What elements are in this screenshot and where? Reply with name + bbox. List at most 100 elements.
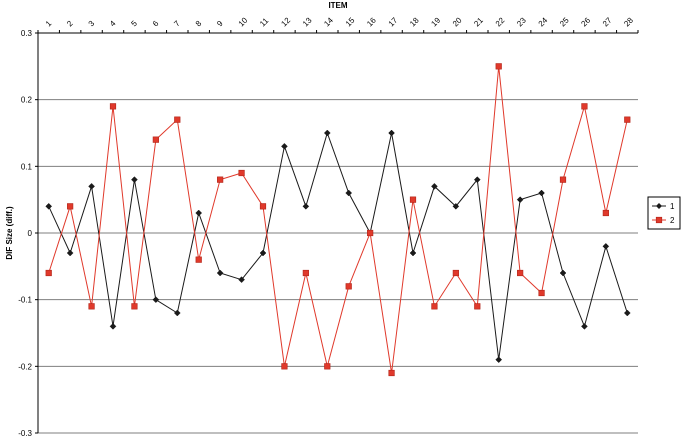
data-point [281,363,288,370]
series-1 [45,129,631,364]
data-point [302,269,309,277]
data-point [495,63,502,70]
data-point [452,202,460,210]
series-line-1 [48,131,628,360]
y-tick-label: 0.1 [21,162,33,171]
data-point [559,269,567,277]
data-point [195,209,203,217]
axes [35,30,639,434]
data-point [88,303,95,310]
y-tick-label: 0.3 [21,29,33,38]
legend-item-1: 1 [652,202,675,211]
data-point [409,249,417,257]
data-point [259,203,267,210]
x-tick-label: 25 [558,15,571,28]
x-tick-label: 27 [601,15,614,28]
data-point [109,103,117,110]
data-point [581,103,588,110]
data-point [174,116,181,123]
grid-lines [38,32,638,434]
x-tick-label: 15 [344,15,357,28]
data-point [474,303,481,310]
data-point [109,322,117,330]
data-point [217,176,224,183]
data-point [388,129,395,137]
legend-swatch-marker [656,203,662,209]
data-point [409,196,417,203]
x-tick-label: 22 [494,15,507,28]
x-tick-label: 26 [579,15,592,28]
data-point [345,189,353,197]
data-point [302,202,310,210]
data-point [152,296,160,304]
data-point [238,169,245,177]
y-tick-label: 0.2 [21,96,33,105]
data-point [324,363,331,370]
chart-title: ITEM [328,1,347,10]
x-tick-label: 21 [472,15,485,28]
data-point [602,209,609,217]
series-lines [45,63,631,377]
x-tick-label: 28 [622,15,635,28]
data-point [173,309,181,317]
data-point [452,269,459,277]
x-tick-label: 1 [44,19,54,29]
legend-swatch-marker [655,216,663,224]
x-tick-label: 23 [515,15,528,28]
data-point [131,176,138,184]
y-tick-label: -0.3 [18,429,32,438]
x-tick-label: 12 [279,15,292,28]
data-point [538,189,545,197]
legend-item-2: 2 [652,216,675,225]
x-tick-label: 11 [258,16,271,29]
data-point [623,309,631,317]
data-point [581,322,588,330]
data-point [559,176,567,183]
data-point [345,283,352,290]
x-tick-label: 8 [194,19,204,29]
data-point [195,256,202,263]
legend-label: 2 [670,216,675,225]
x-tick-label: 4 [108,19,118,29]
x-tick-label: 5 [129,19,139,29]
data-point [45,269,52,277]
legend-label: 1 [670,202,675,211]
data-point [216,269,224,277]
data-point [367,229,374,237]
legend-box [647,196,681,230]
x-tick-label: 2 [65,19,75,29]
data-point [473,176,481,184]
data-point [45,202,53,210]
x-tick-label: 13 [301,15,314,28]
data-point [281,142,288,150]
data-point [238,276,245,284]
x-tick-label: 18 [408,15,421,28]
data-point [431,303,438,310]
y-tick-label: 0 [28,229,33,238]
data-point [88,182,95,190]
data-point [538,289,545,297]
data-point [259,249,267,257]
data-point [388,369,395,377]
x-tick-label: 7 [172,19,182,29]
data-point [66,249,74,257]
x-tick-label: 9 [215,19,225,29]
x-tick-label: 14 [322,15,335,28]
x-tick-label: 6 [151,19,161,29]
data-point [602,242,610,250]
data-point [517,269,524,277]
data-point [323,129,331,137]
x-tick-label: 17 [387,15,400,28]
x-tick-label: 20 [451,15,464,28]
data-point [624,116,631,123]
data-point [67,203,74,210]
data-point [431,182,438,190]
x-tick-label: 16 [365,15,378,28]
series-line-2 [48,66,628,374]
data-point [516,196,524,204]
y-tick-label: -0.2 [18,362,32,371]
data-point [152,136,159,143]
data-point [131,303,138,310]
y-tick-label: -0.1 [18,296,32,305]
